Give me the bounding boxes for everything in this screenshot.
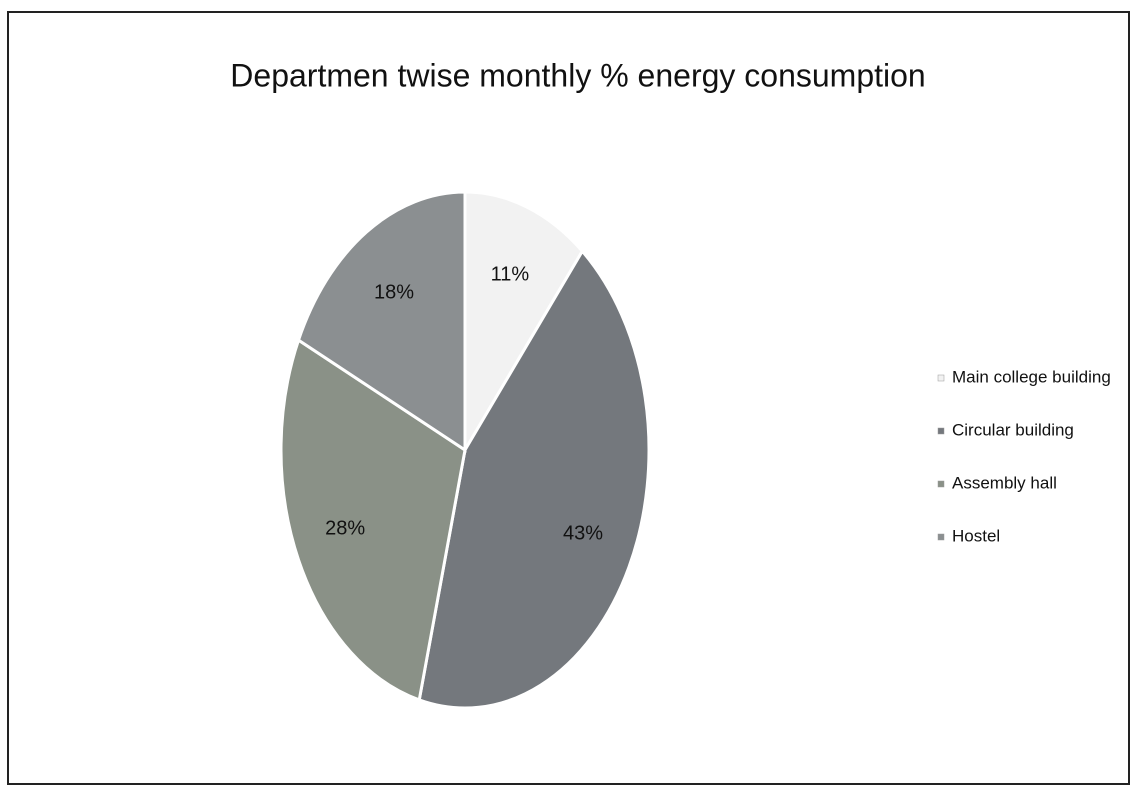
pie-slice <box>463 190 585 456</box>
pie-slice <box>296 190 467 453</box>
legend-marker <box>937 374 945 382</box>
slice-label: 18% <box>374 281 414 303</box>
pie-slice <box>417 248 651 710</box>
slice-label: 28% <box>325 517 365 539</box>
legend-text: Circular building <box>952 420 1074 439</box>
legend-marker <box>937 480 945 488</box>
legend-text: Assembly hall <box>952 473 1057 492</box>
legend-marker <box>937 427 945 435</box>
legend-marker <box>937 533 945 541</box>
legend-text: Hostel <box>952 526 1000 545</box>
legend-text: Main college building <box>952 367 1111 386</box>
chart-title: Departmen twise monthly % energy consump… <box>230 57 925 93</box>
slice-label: 11% <box>491 264 530 286</box>
slice-label: 43% <box>563 523 603 545</box>
pie-slice <box>279 337 467 702</box>
